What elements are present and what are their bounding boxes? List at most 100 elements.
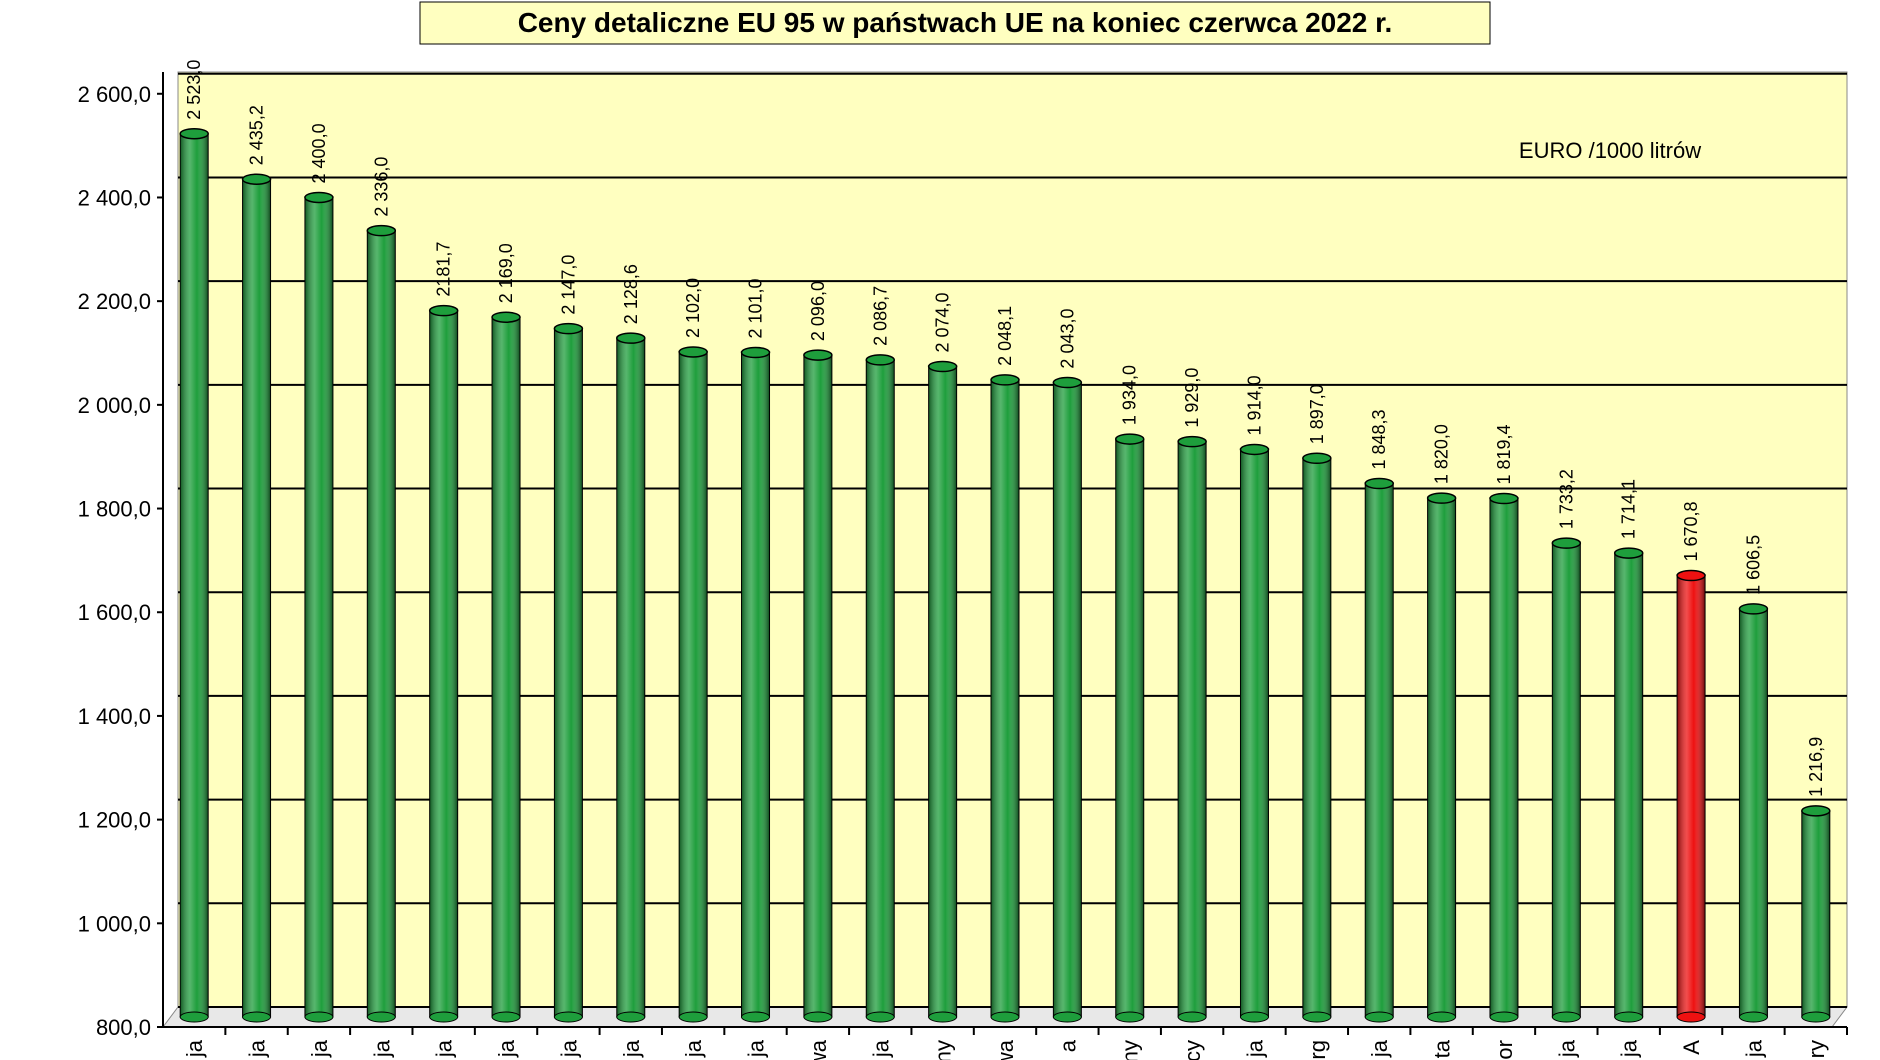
x-tick-label: wa <box>993 1039 1018 1060</box>
bar-cap <box>1801 805 1831 817</box>
bar-base <box>990 1011 1020 1023</box>
bar-base <box>1239 1011 1269 1023</box>
bar-cap <box>1302 452 1332 465</box>
bar-cap <box>1177 435 1207 448</box>
bar-shade <box>429 310 459 1018</box>
x-tick-label: ja <box>744 1039 769 1058</box>
bar-cap <box>1489 492 1519 505</box>
bar-shade <box>366 230 396 1018</box>
bar-base <box>553 1011 583 1023</box>
bar-base <box>1614 1011 1644 1023</box>
value-label: 2 336,0 <box>371 157 391 217</box>
y-tick-label: 1 400,0 <box>78 704 151 729</box>
value-label: 1 714,1 <box>1619 479 1639 539</box>
bar-shade <box>616 337 646 1018</box>
value-label: 2181,7 <box>434 242 454 297</box>
x-tick-label: ta <box>1430 1039 1455 1058</box>
bar-cap <box>865 354 896 366</box>
x-tick-label: ja <box>1242 1039 1267 1058</box>
bar-cap <box>1364 477 1394 490</box>
bar-cap <box>1551 537 1582 549</box>
bar-base <box>179 1011 209 1023</box>
x-tick-label: A <box>1679 1040 1704 1055</box>
bar-cap <box>740 346 771 359</box>
x-tick-label: ja <box>556 1039 581 1058</box>
bar-shade <box>179 133 209 1018</box>
chart-title: Ceny detaliczne EU 95 w państwach UE na … <box>518 7 1393 38</box>
bar-base <box>803 1011 833 1023</box>
bar-cap <box>678 346 708 358</box>
x-tick-label: ja <box>182 1039 207 1058</box>
x-tick-label: rg <box>1305 1040 1330 1060</box>
x-tick-label: ry <box>1804 1040 1829 1058</box>
bar-base <box>1801 1011 1831 1023</box>
bar-shade <box>1427 497 1457 1018</box>
bar-cap <box>179 127 209 140</box>
x-tick-label: ny <box>1118 1040 1143 1060</box>
bar-base <box>1364 1011 1394 1023</box>
x-tick-label: cy <box>1180 1040 1205 1060</box>
bar-cap <box>553 322 584 335</box>
x-tick-label: ja <box>681 1039 706 1058</box>
annotation: EURO /1000 litrów <box>1519 138 1701 163</box>
value-label: 2 096,0 <box>808 281 828 341</box>
bar-shade <box>242 178 272 1018</box>
bar-shade <box>304 196 334 1018</box>
bar-base <box>491 1011 521 1023</box>
value-label: 1 820,0 <box>1432 424 1452 484</box>
bar-base <box>1052 1011 1082 1023</box>
bar-base <box>1115 1011 1145 1023</box>
bar-shade <box>990 379 1020 1018</box>
bar-base <box>928 1011 958 1023</box>
value-label: 1 819,4 <box>1494 424 1514 484</box>
y-tick-label: 1 800,0 <box>78 497 151 522</box>
bar-shade <box>865 359 895 1018</box>
bar-shade <box>928 365 958 1018</box>
bar-base <box>429 1011 459 1023</box>
bar-base <box>1676 1011 1706 1023</box>
bar-cap <box>1052 376 1083 389</box>
value-label: 1 914,0 <box>1244 375 1264 435</box>
bar-shade <box>1239 448 1269 1018</box>
bar-cap <box>1613 547 1644 559</box>
bar-shade <box>1801 810 1831 1018</box>
bar-shade <box>1364 483 1394 1018</box>
x-tick-label: ja <box>432 1039 457 1058</box>
bar-shade <box>1489 497 1519 1018</box>
bar-shade <box>553 328 583 1018</box>
bar-base <box>1738 1011 1768 1023</box>
value-label: 1 929,0 <box>1182 368 1202 428</box>
x-tick-label: ja <box>1554 1039 1579 1058</box>
value-label: 1 848,3 <box>1369 409 1389 469</box>
x-tick-label: ja <box>307 1039 332 1058</box>
bar-base <box>865 1011 895 1023</box>
y-tick-label: 2 200,0 <box>78 289 151 314</box>
x-tick-label: ja <box>619 1039 644 1058</box>
title-box <box>419 1 1491 45</box>
value-label: 2 086,7 <box>870 286 890 346</box>
bar-cap <box>1676 569 1706 582</box>
bar-base <box>1427 1011 1457 1023</box>
y-tick-label: 2 000,0 <box>78 393 151 418</box>
x-tick-label: ja <box>1741 1039 1766 1058</box>
bar-shade <box>1738 608 1768 1018</box>
bar-base <box>1551 1011 1581 1023</box>
bar-cap <box>304 191 334 204</box>
bar-base <box>1302 1011 1332 1023</box>
bar-base <box>366 1011 396 1023</box>
bar-cap <box>1114 433 1145 445</box>
bar-base <box>304 1011 334 1023</box>
x-tick-label: ja <box>245 1039 270 1058</box>
value-label: 1 216,9 <box>1806 737 1826 797</box>
y-tick-label: 1 000,0 <box>78 911 151 936</box>
value-label: 1 670,8 <box>1681 501 1701 561</box>
y-tick-label: 2 600,0 <box>78 82 151 107</box>
value-label: 2 523,0 <box>184 60 204 120</box>
x-tick-label: ja <box>1617 1039 1642 1058</box>
value-label: 2 169,0 <box>496 243 516 303</box>
x-tick-label: a <box>1055 1039 1080 1052</box>
bar-shade <box>1676 575 1706 1018</box>
bar-cap <box>1426 492 1457 504</box>
value-label: 1 733,2 <box>1556 469 1576 529</box>
